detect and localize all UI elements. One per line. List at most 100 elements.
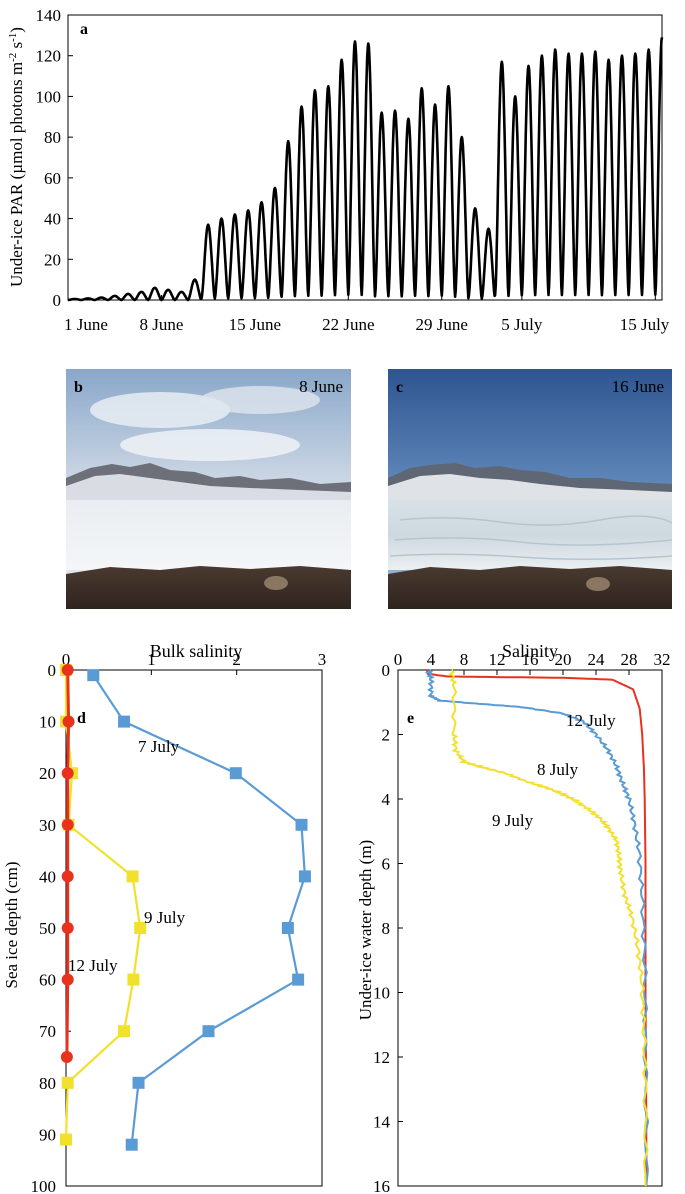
data-point <box>118 1025 131 1038</box>
data-point <box>127 973 140 986</box>
y-tick-label: 0 <box>382 661 391 680</box>
panel-a-ylabel: Under-ice PAR (µmol photons m-2 s-1) <box>7 27 26 287</box>
photo-b-cloud <box>120 429 300 461</box>
y-tick-label: 140 <box>36 6 62 25</box>
y-tick-label: 40 <box>39 867 56 886</box>
photo-c: c 16 June <box>388 369 673 609</box>
photo-c-mountain-snow <box>388 474 672 502</box>
photo-b-boulder <box>264 576 288 590</box>
x-tick-label: 5 July <box>501 315 543 334</box>
x-tick-label: 4 <box>427 650 436 669</box>
panel-a-frame <box>67 14 663 301</box>
x-tick-label: 1 June <box>64 315 108 334</box>
x-tick-label: 8 <box>460 650 469 669</box>
x-tick-label: 29 June <box>416 315 468 334</box>
data-point <box>229 767 242 780</box>
photo-c-label: c <box>396 379 403 396</box>
y-tick-label: 100 <box>31 1177 57 1194</box>
data-point <box>61 767 74 780</box>
annotation-12-july: 12 July <box>68 956 118 975</box>
photo-c-date: 16 June <box>612 377 664 396</box>
y-tick-label: 60 <box>39 971 56 990</box>
series-line-12-july <box>425 669 648 1186</box>
data-point <box>125 1138 138 1151</box>
x-tick-label: 3 <box>318 650 327 669</box>
x-tick-label: 22 June <box>322 315 374 334</box>
y-tick-label: 60 <box>44 169 61 188</box>
y-tick-label: 90 <box>39 1125 56 1144</box>
x-tick-label: 0 <box>394 650 403 669</box>
panel-d-label: d <box>77 710 86 727</box>
y-tick-label: 40 <box>44 210 61 229</box>
photo-b-rocks <box>66 566 351 609</box>
y-tick-label: 6 <box>382 855 391 874</box>
x-tick-label: 24 <box>588 650 606 669</box>
photo-b-cloud <box>200 386 320 414</box>
data-point <box>126 870 139 883</box>
panel-d-ylabel: Sea ice depth (cm) <box>2 862 21 989</box>
data-point <box>61 973 74 986</box>
y-tick-label: 10 <box>373 984 390 1003</box>
data-point <box>61 664 74 676</box>
series-line-7-july <box>92 674 307 1145</box>
y-tick-label: 20 <box>39 764 56 783</box>
x-tick-label: 2 <box>232 650 241 669</box>
y-tick-label: 120 <box>36 47 62 66</box>
x-tick-label: 28 <box>621 650 638 669</box>
data-point <box>61 922 74 934</box>
series-line-9-july <box>448 669 649 1187</box>
photo-b-ice <box>66 500 351 570</box>
y-tick-label: 4 <box>382 790 391 809</box>
data-point <box>87 669 100 682</box>
series-line-9-july <box>64 670 142 1140</box>
y-tick-label: 12 <box>373 1048 390 1067</box>
y-tick-label: 30 <box>39 816 56 835</box>
panel-a-label: a <box>80 21 88 38</box>
photo-b: b 8 June <box>66 369 351 609</box>
y-tick-label: 80 <box>39 1074 56 1093</box>
y-tick-label: 20 <box>44 250 61 269</box>
annotation-9-july: 9 July <box>144 908 186 927</box>
x-tick-label: 16 <box>522 650 539 669</box>
panel-a-par-chart: a 0 20 40 60 80 100 120 140 1 June 8 June 15 June… <box>7 6 670 334</box>
data-point <box>62 715 75 728</box>
data-point <box>60 1051 73 1063</box>
y-tick-label: 0 <box>53 291 62 310</box>
annotation-7-july: 7 July <box>138 737 180 756</box>
data-point <box>134 922 147 934</box>
panel-e-frame <box>397 669 663 1187</box>
panel-e-xlabel: Salinity <box>502 641 558 661</box>
data-point <box>298 870 311 883</box>
photo-c-boulder <box>586 577 610 591</box>
x-tick-label: 1 <box>147 650 156 669</box>
photo-c-ice <box>388 500 672 570</box>
data-point <box>61 818 74 831</box>
x-tick-label: 20 <box>555 650 572 669</box>
y-tick-label: 8 <box>382 919 391 938</box>
annotation-12-july: 12 July <box>566 711 616 730</box>
y-tick-label: 100 <box>36 87 62 106</box>
panel-d-xlabel: Bulk salinity <box>150 641 243 661</box>
y-tick-label: 50 <box>39 919 56 938</box>
y-tick-label: 14 <box>373 1113 391 1132</box>
x-tick-label: 15 July <box>620 315 670 334</box>
x-tick-label: 0 <box>62 650 71 669</box>
data-point <box>202 1025 215 1038</box>
annotation-9-july: 9 July <box>492 811 534 830</box>
photo-b-label: b <box>74 379 83 396</box>
photo-b-cloud <box>90 392 230 428</box>
data-point <box>118 715 131 728</box>
photo-c-rocks <box>388 566 672 609</box>
annotation-8-july: 8 July <box>537 760 579 779</box>
y-tick-label: 16 <box>373 1177 390 1194</box>
y-tick-label: 0 <box>48 661 57 680</box>
panel-e-salinity-profile-chart: Salinity Under-ice water depth (m) e 0 4 8… <box>356 641 671 1194</box>
data-point <box>61 1076 74 1089</box>
series-line-12-july <box>65 669 71 1058</box>
par-series-line <box>67 37 664 302</box>
panel-e-label: e <box>407 710 414 727</box>
data-point <box>281 922 294 934</box>
x-tick-label: 32 <box>654 650 671 669</box>
y-tick-label: 70 <box>39 1022 56 1041</box>
